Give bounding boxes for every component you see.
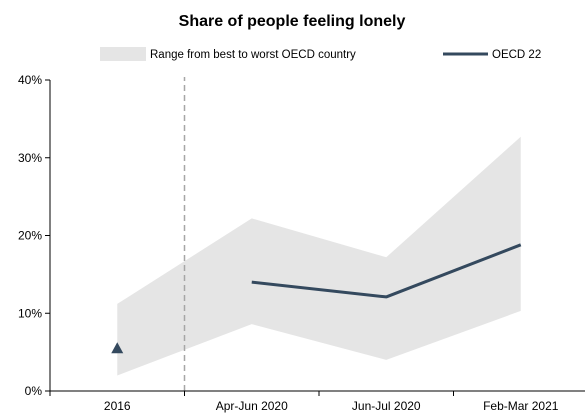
x-axis: 2016 Apr-Jun 2020 Jun-Jul 2020 Feb-Mar 2021 — [49, 390, 585, 413]
y-tick-label: 0% — [25, 384, 43, 398]
x-tick-label: Feb-Mar 2021 — [483, 399, 559, 413]
legend-label-series: OECD 22 — [492, 49, 541, 61]
markers — [111, 342, 124, 354]
y-tick-label: 10% — [18, 306, 42, 320]
marker-triangle-0 — [111, 342, 124, 354]
legend-label-band: Range from best to worst OECD country — [150, 49, 356, 61]
y-tick-label: 30% — [18, 151, 42, 165]
x-tick-label: Apr-Jun 2020 — [216, 399, 288, 413]
x-tick-label: 2016 — [104, 399, 131, 413]
x-tick-label: Jun-Jul 2020 — [352, 399, 421, 413]
plot-area — [111, 77, 522, 391]
range-band — [117, 136, 521, 376]
chart-title: Share of people feeling lonely — [179, 13, 406, 30]
y-tick-label: 20% — [18, 229, 42, 243]
series-line-oecd22 — [251, 243, 522, 299]
legend: Range from best to worst OECD country OE… — [100, 47, 541, 61]
legend-swatch-band — [100, 47, 146, 61]
y-axis: 0% 10% 20% 30% 40% — [18, 73, 51, 398]
y-tick-label: 40% — [18, 73, 42, 87]
